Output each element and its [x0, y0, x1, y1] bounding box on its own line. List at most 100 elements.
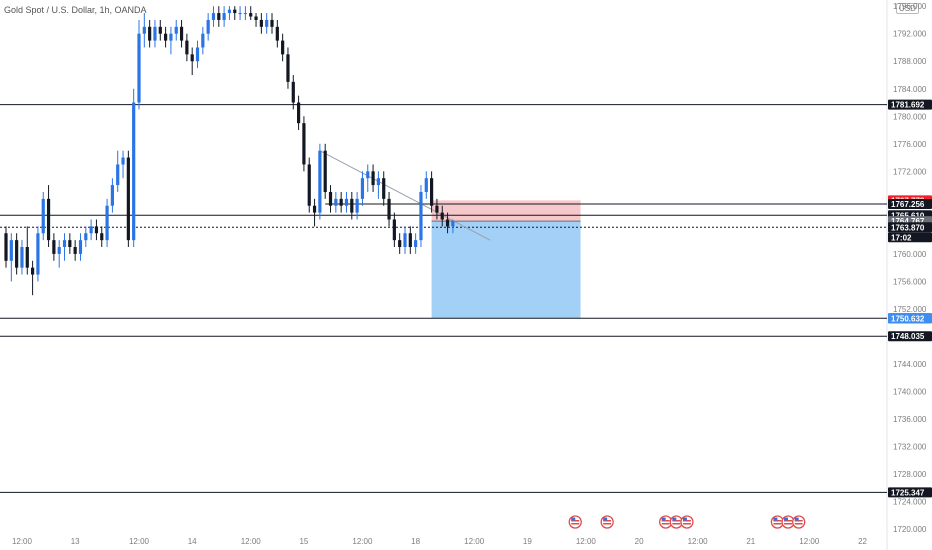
x-tick-label: 12:00	[464, 537, 485, 546]
flag-stripe	[784, 520, 793, 522]
candle-body	[355, 198, 359, 213]
flag-canton	[682, 517, 687, 521]
flag-canton	[661, 517, 666, 521]
candle-body	[281, 40, 285, 55]
candle-body	[371, 171, 375, 186]
candle-body	[41, 198, 45, 234]
candle-body	[222, 13, 226, 20]
candle-body	[132, 102, 136, 241]
candle-body	[78, 240, 83, 254]
candle-body	[275, 26, 279, 41]
x-tick-label: 21	[746, 537, 755, 546]
candle-body	[265, 19, 269, 27]
candle-body	[445, 219, 450, 227]
candle-body	[57, 247, 61, 254]
y-tick-label: 1788.000	[893, 57, 927, 66]
candle-body	[94, 226, 99, 234]
trendline[interactable]	[319, 150, 491, 241]
candle-body	[312, 205, 317, 213]
candle-body	[206, 19, 210, 34]
bar-countdown-text: 17:02	[891, 233, 912, 242]
candle-body	[286, 54, 290, 82]
x-tick-label: 18	[411, 537, 420, 546]
currency-badge[interactable]: USD	[896, 3, 919, 14]
flag-canton	[571, 517, 576, 521]
flag-stripe	[794, 523, 803, 525]
x-tick-label: 12:00	[12, 537, 33, 546]
flag-canton	[773, 517, 778, 521]
y-tick-label: 1792.000	[893, 30, 927, 39]
y-tick-label: 1736.000	[893, 415, 927, 424]
candle-body	[249, 13, 253, 17]
level-price-label: 1781.692	[891, 101, 925, 110]
x-tick-label: 12:00	[129, 537, 150, 546]
candle-body	[126, 157, 130, 241]
level-price-label-bg	[888, 99, 932, 110]
target-price-label: 1750.632	[891, 314, 925, 323]
candle-body	[158, 26, 162, 34]
candle-body	[302, 123, 306, 165]
y-tick-label: 1732.000	[893, 443, 927, 452]
candle-body	[291, 81, 295, 103]
x-tick-label: 12:00	[576, 537, 597, 546]
level-price-label: 1765.610	[891, 211, 925, 220]
y-tick-label: 1772.000	[893, 167, 927, 176]
flag-canton	[784, 517, 789, 521]
countdown-bg	[888, 232, 932, 243]
x-tick-label: 12:00	[352, 537, 373, 546]
level-price-label: 1725.347	[891, 488, 925, 497]
candle-body	[451, 220, 455, 227]
flag-stripe	[672, 523, 681, 525]
candle-body	[307, 164, 311, 206]
candle-body	[254, 16, 258, 20]
candle-body	[89, 226, 93, 234]
stop-loss-zone[interactable]	[431, 200, 581, 222]
candle-body	[20, 247, 24, 268]
x-tick-label: 14	[188, 537, 197, 546]
flag-stripe	[794, 520, 803, 522]
candle-body	[233, 9, 237, 14]
candle-body	[403, 233, 407, 248]
candle-body	[148, 26, 152, 41]
flag-stripe	[603, 523, 612, 525]
candle-body	[121, 157, 125, 165]
y-tick-label: 1784.000	[893, 85, 927, 94]
candle-body	[238, 13, 242, 15]
take-profit-zone[interactable]	[431, 221, 581, 319]
candle-body	[179, 26, 184, 41]
y-tick-label: 1744.000	[893, 360, 927, 369]
flag-canton	[794, 517, 799, 521]
candle-body	[270, 19, 274, 27]
chart-title: Gold Spot / U.S. Dollar, 1h, OANDA	[4, 5, 147, 15]
candle-body	[31, 267, 35, 275]
candle-body	[190, 54, 194, 62]
candle-body	[116, 164, 120, 186]
candle-body	[435, 205, 439, 213]
candle-body	[387, 198, 391, 220]
y-tick-label: 1796.000	[893, 2, 927, 11]
candle-body	[259, 19, 263, 27]
x-tick-label: 19	[523, 537, 532, 546]
target-price-label-bg	[888, 313, 932, 324]
flag-stripe	[773, 523, 782, 525]
x-tick-label: 12:00	[799, 537, 820, 546]
candle-body	[440, 212, 444, 220]
candle-body	[217, 13, 221, 20]
candle-body	[382, 178, 386, 199]
y-tick-label: 1752.000	[893, 305, 927, 314]
candle-body	[243, 13, 247, 15]
x-tick-label: 12:00	[688, 537, 709, 546]
candle-body	[153, 26, 157, 41]
candle-body	[339, 198, 343, 206]
flag-stripe	[603, 520, 612, 522]
flag-stripe	[661, 523, 670, 525]
candle-body	[9, 240, 13, 261]
candle-body	[424, 178, 428, 192]
candle-body	[328, 191, 333, 206]
candle-body	[318, 150, 322, 213]
last-price-label-bg	[888, 222, 932, 233]
flag-stripe	[672, 520, 681, 522]
candle-body	[174, 26, 178, 34]
candle-body	[366, 171, 370, 179]
